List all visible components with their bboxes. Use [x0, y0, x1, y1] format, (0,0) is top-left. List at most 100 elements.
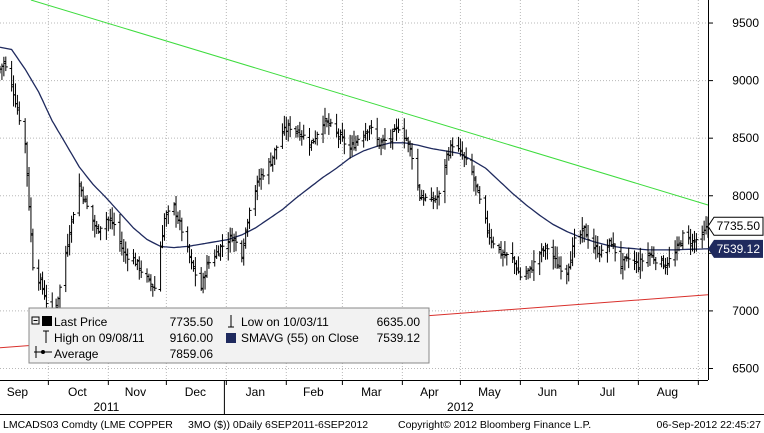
- x-tick-label: Aug: [657, 385, 678, 399]
- price-bar: [531, 250, 536, 281]
- price-bar: [640, 253, 645, 272]
- price-bar: [382, 128, 387, 150]
- footer-timestamp: 06-Sep-2012 22:45:27: [656, 419, 761, 431]
- price-bar: [518, 267, 523, 281]
- footer-copyright: Copyright© 2012 Bloomberg Finance L.P.: [398, 419, 591, 431]
- legend-collapse-icon[interactable]: [31, 316, 40, 325]
- footer-ticker: LMCADS03 Comdty (LME COPPER: [3, 419, 173, 431]
- price-bar: [626, 247, 631, 269]
- price-bar: [125, 248, 130, 272]
- legend-sma-label: SMAVG (55) on Close: [241, 331, 359, 345]
- price-bar: [206, 255, 211, 269]
- price-bar: [355, 135, 360, 146]
- price-bar: [315, 131, 320, 146]
- price-bar: [220, 234, 225, 257]
- last-price-tag-label: 7735.50: [717, 219, 761, 233]
- x-tick-label: Oct: [68, 385, 87, 399]
- x-tick-label: Dec: [185, 385, 206, 399]
- x-tick-label: Jan: [246, 385, 265, 399]
- price-bar: [558, 256, 563, 280]
- price-bar: [139, 260, 144, 278]
- legend-average-value: 7859.06: [170, 347, 214, 361]
- price-bar: [680, 230, 685, 250]
- x-year-label: 2012: [447, 400, 474, 414]
- price-bar: [179, 217, 184, 242]
- price-bar: [437, 190, 442, 206]
- price-bar: [261, 168, 266, 180]
- price-bar: [234, 231, 238, 252]
- legend-sma-value: 7539.12: [377, 331, 421, 345]
- x-tick-label: Sep: [7, 385, 29, 399]
- y-tick-label: 7000: [732, 304, 759, 318]
- y-tick-label: 6500: [732, 361, 759, 375]
- price-bar: [572, 228, 577, 258]
- price-bar: [694, 233, 699, 252]
- plot-frame: [0, 0, 764, 415]
- price-bar: [423, 193, 428, 202]
- price-bar: [342, 129, 347, 155]
- price-bar: [504, 252, 509, 266]
- sma-tag-label: 7539.12: [717, 242, 761, 256]
- x-tick-label: Nov: [125, 385, 146, 399]
- price-bar: [57, 284, 62, 311]
- x-tick-label: May: [478, 385, 501, 399]
- price-bar: [477, 186, 482, 204]
- x-tick-label: Mar: [361, 385, 382, 399]
- price-bar: [491, 236, 496, 249]
- price-bar: [30, 228, 35, 271]
- price-bar: [166, 205, 171, 225]
- sma-tag: [708, 239, 763, 258]
- price-bar: [152, 276, 157, 292]
- legend-low-value: 6635.00: [377, 315, 421, 329]
- legend-high-value: 9160.00: [170, 331, 214, 345]
- price-bar: [3, 56, 8, 72]
- price-bar: [586, 225, 591, 249]
- value-tags: 7735.50 7539.12: [707, 216, 764, 258]
- x-tick-label: Jun: [538, 385, 557, 399]
- y-tick-label: 8000: [732, 189, 759, 203]
- sma-line-group: [0, 46, 709, 251]
- price-bar: [369, 120, 374, 135]
- legend-high-label: High on 09/08/11: [54, 331, 145, 345]
- sma-swatch-icon: [226, 333, 236, 343]
- price-bar: [396, 118, 401, 134]
- last-price-tag: [707, 216, 764, 236]
- x-tick-label: Apr: [420, 385, 439, 399]
- legend-last-price-value: 7735.50: [170, 315, 214, 329]
- price-bar: [328, 118, 333, 127]
- legend-low-label: Low on 10/03/11: [241, 315, 329, 329]
- price-bar: [653, 256, 658, 271]
- price-bar: [288, 116, 293, 138]
- legend: Last Price 7735.50 High on 09/08/11 9160…: [28, 307, 430, 364]
- upper-trendline-group: [30, 0, 709, 206]
- price-bar: [545, 243, 550, 260]
- price-bar: [301, 124, 306, 140]
- price-bar: [613, 243, 618, 262]
- x-axis: Sep Oct Nov Dec Jan Feb Mar Apr May Jun Jul Aug 2011…: [7, 380, 699, 414]
- price-bar: [71, 211, 76, 224]
- price-bar: [599, 244, 604, 258]
- x-year-label: 2011: [93, 400, 119, 414]
- y-tick-label: 8500: [732, 131, 759, 145]
- price-bar: [85, 195, 90, 210]
- last-price-swatch-icon: [42, 316, 52, 326]
- price-bar: [667, 246, 672, 268]
- price-bar: [193, 257, 198, 287]
- price-bar: [112, 212, 117, 236]
- x-tick-label: Feb: [303, 385, 324, 399]
- legend-average-label: Average: [54, 347, 99, 361]
- price-bar: [464, 147, 469, 166]
- x-tick-label: Jul: [600, 385, 615, 399]
- price-bar: [98, 226, 103, 241]
- price-bar: [247, 207, 252, 229]
- footer: LMCADS03 Comdty (LME COPPER 3MO ($)) 0Da…: [3, 419, 761, 431]
- price-bar: [274, 145, 279, 160]
- price-bar: [17, 101, 22, 125]
- price-bar: [450, 137, 455, 156]
- y-tick-label: 9500: [732, 16, 759, 30]
- footer-period: 3MO ($)) 0Daily 6SEP2011-6SEP2012: [188, 419, 368, 431]
- price-bar: [410, 143, 415, 170]
- sma-line: [0, 46, 709, 251]
- y-tick-label: 9000: [732, 74, 759, 88]
